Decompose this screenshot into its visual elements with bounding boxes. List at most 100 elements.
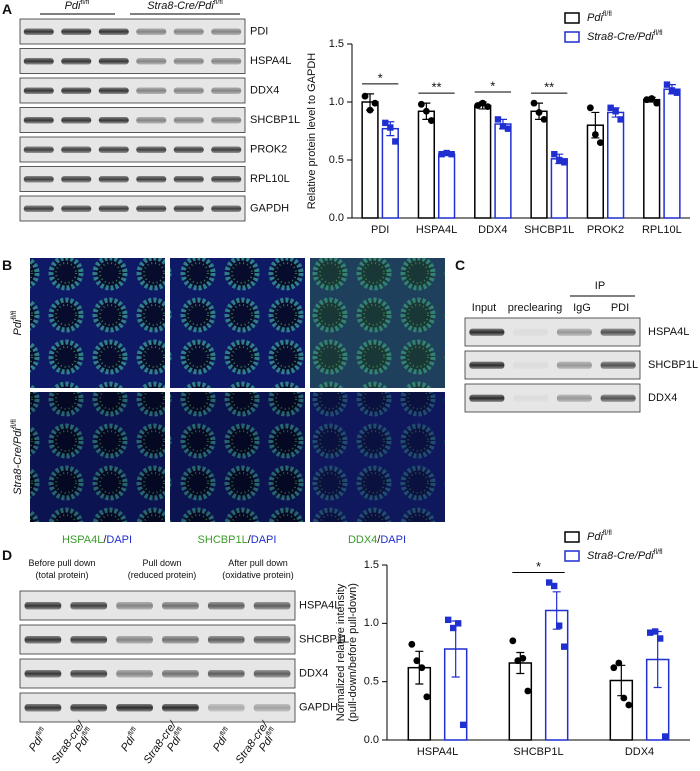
x-tick-label: RPL10L: [642, 224, 682, 236]
blot-label: PDI: [250, 25, 268, 37]
legend-swatch: [564, 31, 580, 43]
blot-strip: [19, 166, 246, 192]
row-label-part: Pdi: [12, 319, 24, 335]
column-label-part: HSPA4L: [62, 534, 103, 546]
data-point: [561, 159, 568, 166]
blot-band: [600, 361, 636, 369]
data-point: [504, 125, 512, 132]
blot-band: [23, 205, 54, 212]
data-point: [620, 694, 628, 702]
data-point: [366, 106, 374, 114]
blot-band: [61, 28, 92, 35]
data-point: [560, 643, 568, 650]
y-tick-label: 0.5: [364, 676, 379, 688]
blot-band: [98, 87, 129, 94]
blot-band: [173, 176, 204, 183]
blot-band: [23, 58, 54, 65]
blot-band: [211, 28, 242, 35]
data-point: [449, 624, 457, 632]
blot-label: HSPA4L: [648, 326, 689, 338]
data-point: [361, 92, 369, 100]
legend-label-part: Pdi: [587, 12, 603, 24]
significance-label: **: [544, 80, 554, 95]
blot-label-part: PROK2: [250, 143, 287, 155]
condition-label-part: After pull down: [228, 558, 288, 568]
condition-label-part: (reduced protein): [128, 570, 197, 580]
row-label-part: Stra8-Cre/Pdi: [12, 428, 24, 495]
blot-label: SHCBP1L: [648, 359, 698, 371]
blot-band: [70, 704, 108, 712]
row-label-part: fl/fl: [11, 419, 18, 428]
legend-swatch: [564, 12, 580, 24]
lane-label: Stra8-cre/Pdifl/fl: [141, 719, 184, 766]
blot-band: [211, 117, 242, 124]
legend-swatch: [564, 550, 580, 562]
row-label-part: fl/fl: [11, 310, 18, 319]
data-point: [408, 640, 416, 648]
blot-label-part: HSPA4L: [299, 599, 340, 611]
condition-label: After pull down: [228, 558, 288, 568]
blot-label-part: GAPDH: [299, 701, 338, 713]
blot-label: DDX4: [299, 667, 328, 679]
blot-band: [469, 394, 505, 402]
data-point: [535, 109, 543, 116]
legend-label: Pdifl/fl: [587, 11, 612, 24]
y-tick-label: 0.5: [329, 154, 344, 166]
bar: [530, 110, 548, 219]
blot-band: [116, 704, 153, 712]
y-tick-label: 1.5: [364, 559, 379, 571]
panel-label-part: B: [2, 257, 12, 273]
blot-band: [136, 28, 167, 35]
legend-label-part: fl/fl: [603, 11, 612, 18]
blot-strip: [19, 48, 246, 74]
condition-label-part: (total protein): [35, 570, 88, 580]
lane-label-line-part: fl/fl: [35, 726, 46, 738]
data-point: [646, 629, 654, 636]
data-point: [417, 100, 425, 108]
data-point: [668, 87, 676, 94]
blot-band: [136, 117, 167, 124]
data-point: [387, 124, 394, 131]
x-tick-label: DDX4: [625, 746, 654, 758]
blot-band: [173, 146, 204, 153]
panel-label-part: D: [2, 547, 12, 563]
blot-band: [207, 704, 245, 712]
data-point: [653, 99, 661, 107]
lane-label: Input: [472, 302, 496, 314]
data-point: [651, 628, 659, 635]
blot-band: [211, 146, 242, 153]
blot-band: [253, 704, 291, 712]
blot-band: [207, 602, 245, 610]
lane-label: PDI: [611, 302, 629, 314]
x-tick-label: PDI: [371, 224, 389, 236]
blot-band: [253, 670, 291, 678]
data-point: [392, 138, 399, 145]
x-tick-label: DDX4: [478, 224, 507, 236]
group-label-part: fl/fl: [80, 0, 89, 6]
significance-label: *: [490, 78, 495, 93]
blot-band: [469, 328, 505, 336]
blot-band: [469, 361, 505, 369]
blot-band: [116, 670, 153, 678]
data-point: [545, 579, 553, 586]
data-point: [586, 104, 594, 112]
blot-label-part: SHCBP1L: [648, 359, 698, 371]
blot-band: [23, 87, 54, 94]
blot-band: [98, 205, 129, 212]
legend-label: Pdifl/fl: [587, 530, 612, 543]
blot-label-part: HSPA4L: [648, 326, 689, 338]
blot-label: HSPA4L: [299, 599, 340, 611]
blot-band: [61, 176, 92, 183]
legend-label-part: Stra8-Cre/Pdi: [587, 31, 654, 43]
blot-band: [116, 602, 153, 610]
micrograph: [310, 392, 445, 522]
bar: [508, 662, 533, 741]
micrograph: [170, 392, 305, 522]
micrograph-tint: [170, 392, 305, 522]
ip-label-part: IP: [595, 280, 605, 292]
blot-band: [162, 602, 199, 610]
data-point: [479, 99, 487, 107]
legend-label-part: Pdi: [587, 531, 603, 543]
lane-label-line-part: Pdi: [27, 733, 46, 753]
column-label-part: /: [377, 534, 381, 546]
